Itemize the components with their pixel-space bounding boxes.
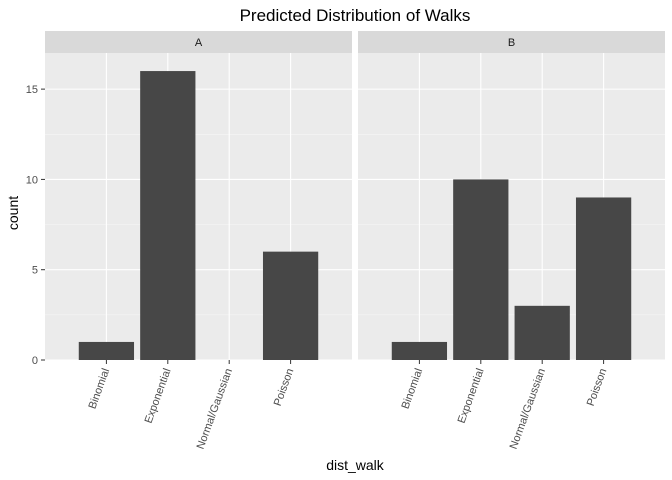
y-axis: 0 5 10 15 (26, 84, 45, 367)
x-tick-label: Exponential (456, 367, 487, 425)
x-tick-label: Binomial (87, 367, 113, 411)
bar-b-binomial (391, 341, 448, 360)
bar-a-poisson (262, 251, 319, 360)
facet-panel-a: A Binomial Exponential Normal/Gaussian Poiss… (45, 31, 352, 451)
y-axis-title: count (5, 196, 21, 230)
bar-b-exponential (453, 179, 509, 360)
x-tick-label: Exponential (143, 367, 174, 425)
x-tick-label: Normal/Gaussian (195, 367, 235, 451)
facet-strip-label: B (508, 37, 515, 49)
bar-a-exponential (140, 71, 196, 360)
y-tick-label: 10 (26, 174, 38, 186)
facet-strip (358, 31, 665, 53)
x-tick-label: Poisson (585, 367, 610, 408)
bar-b-poisson (575, 197, 632, 360)
y-tick-label: 5 (32, 265, 38, 277)
bar-a-binomial (78, 341, 135, 360)
bar-b-normal-gaussian (514, 305, 570, 360)
x-tick-label: Poisson (272, 367, 297, 408)
facet-panels: A Binomial Exponential Normal/Gaussian Poiss… (45, 31, 665, 451)
facet-panel-b: B Binomial Exponential Normal/Gaussian Poiss… (358, 31, 665, 451)
chart-title: Predicted Distribution of Walks (240, 6, 471, 25)
facet-strip (45, 31, 352, 53)
x-axis-title: dist_walk (326, 457, 385, 473)
x-tick-label: Normal/Gaussian (508, 367, 548, 451)
y-tick-label: 15 (26, 84, 38, 96)
x-tick-label: Binomial (400, 367, 426, 411)
y-tick-label: 0 (32, 355, 38, 367)
facet-strip-label: A (195, 37, 203, 49)
